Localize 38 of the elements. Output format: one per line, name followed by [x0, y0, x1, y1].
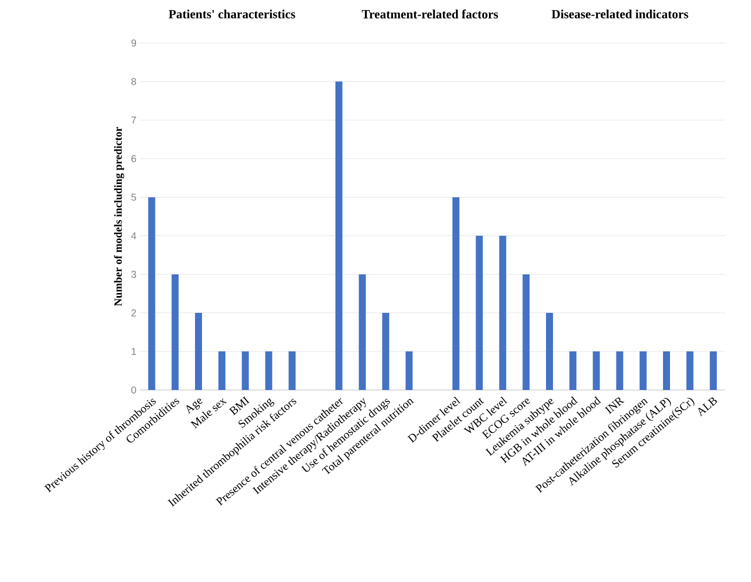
- bar: [382, 312, 390, 390]
- bar: [522, 274, 530, 390]
- y-tick-label: 8: [131, 78, 136, 86]
- bar: [288, 351, 296, 390]
- bar: [218, 351, 226, 390]
- bar: [172, 274, 179, 390]
- bar: [640, 351, 647, 390]
- bar: [546, 312, 554, 390]
- bar: [195, 312, 202, 390]
- x-tick-label: ALB: [698, 397, 717, 416]
- bar: [569, 351, 576, 390]
- y-tick-label: 1: [132, 348, 136, 355]
- y-tick-label: 7: [131, 116, 136, 124]
- bar: [265, 351, 272, 390]
- y-axis-title: Number of models including predictor: [114, 127, 124, 306]
- y-tick-label: 3: [131, 270, 136, 278]
- bar: [452, 197, 460, 390]
- text: Treatment-related factors: [362, 10, 498, 18]
- bar: [406, 351, 413, 390]
- bar: [335, 82, 342, 390]
- bar: [616, 351, 624, 390]
- y-tick-label: 5: [131, 194, 136, 201]
- text: Disease-related indicators: [552, 10, 688, 18]
- y-tick-label: 0: [131, 386, 136, 394]
- y-tick-label: 2: [131, 309, 136, 316]
- bar: [592, 351, 600, 390]
- bar: [242, 351, 249, 390]
- bar: [663, 351, 670, 390]
- y-tick-label: 6: [131, 155, 136, 162]
- bar: [499, 236, 506, 390]
- y-tick-label: 9: [131, 39, 136, 47]
- y-tick-label: 4: [131, 232, 136, 240]
- bar: [358, 274, 366, 390]
- bar: [476, 236, 483, 390]
- bar: [148, 197, 156, 390]
- bar: [710, 351, 717, 390]
- text: Patients' characteristics: [168, 10, 296, 18]
- bar: [686, 351, 694, 390]
